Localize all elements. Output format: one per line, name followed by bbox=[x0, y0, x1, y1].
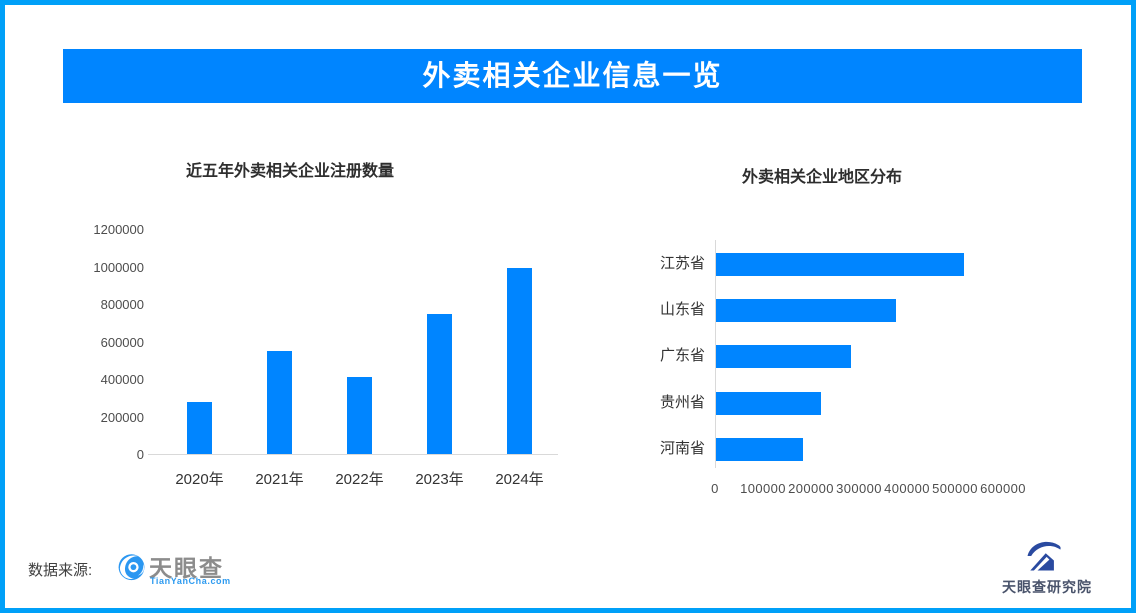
region-bar bbox=[716, 253, 964, 276]
y-tick-label: 1000000 bbox=[93, 259, 144, 275]
tianyancha-logo-text: 天眼查 bbox=[149, 555, 224, 581]
y-tick-label: 0 bbox=[136, 447, 144, 462]
tianyancha-logo-url: TianYanCha.com bbox=[150, 576, 231, 586]
x-tick-label: 400000 bbox=[884, 481, 930, 496]
x-category-label: 2024年 bbox=[495, 471, 544, 488]
x-category-label: 2022年 bbox=[335, 471, 384, 488]
registrations-bar bbox=[507, 268, 532, 454]
title-banner: 外卖相关企业信息一览 bbox=[63, 49, 1082, 103]
registrations-bar bbox=[267, 350, 292, 454]
chart-registrations-plot: 0 200000 400000 600000 800000 1000000 1200000 2… bbox=[93, 222, 558, 488]
chart-registrations-title: 近五年外卖相关企业注册数量 bbox=[186, 163, 395, 180]
x-axis-line bbox=[148, 454, 558, 455]
x-tick-label: 200000 bbox=[788, 481, 834, 496]
y-tick-label: 600000 bbox=[100, 334, 144, 350]
region-label: 河南省 bbox=[659, 439, 705, 457]
y-tick-label: 400000 bbox=[100, 372, 144, 387]
y-tick-label: 800000 bbox=[100, 297, 144, 312]
region-bar bbox=[716, 437, 804, 461]
x-tick-label: 0 bbox=[711, 481, 719, 496]
y-axis-line bbox=[715, 240, 716, 468]
x-tick-label: 600000 bbox=[980, 481, 1026, 496]
registrations-bar bbox=[187, 401, 212, 454]
y-tick-label: 200000 bbox=[100, 409, 144, 425]
chart-regions-plot: 江苏省山东省广东省贵州省河南省 0 100000 200000 300000 400000… bbox=[660, 240, 1025, 496]
region-bar bbox=[716, 391, 822, 415]
tianyancha-eye-icon bbox=[116, 551, 147, 582]
y-tick-label: 1200000 bbox=[93, 222, 144, 237]
tianyancha-institute-icon bbox=[1021, 536, 1065, 576]
registrations-bar bbox=[347, 377, 372, 454]
region-label: 广东省 bbox=[659, 347, 705, 365]
x-category-label: 2023年 bbox=[415, 471, 464, 488]
x-tick-label: 500000 bbox=[932, 481, 978, 496]
region-label: 山东省 bbox=[659, 301, 705, 319]
institute-logo-text: 天眼查研究院 bbox=[1002, 579, 1092, 595]
data-source-label: 数据来源: bbox=[28, 562, 93, 579]
x-tick-label: 300000 bbox=[836, 481, 882, 496]
x-category-label: 2020年 bbox=[175, 471, 224, 488]
x-tick-label: 100000 bbox=[740, 481, 786, 496]
region-bar bbox=[716, 345, 852, 369]
chart-regions-title: 外卖相关企业地区分布 bbox=[742, 169, 903, 186]
registrations-bar bbox=[427, 314, 452, 454]
page-title: 外卖相关企业信息一览 bbox=[422, 60, 723, 91]
region-label: 贵州省 bbox=[659, 393, 705, 411]
x-category-label: 2021年 bbox=[255, 471, 304, 488]
region-label: 江苏省 bbox=[659, 255, 705, 272]
region-bar bbox=[716, 299, 896, 323]
